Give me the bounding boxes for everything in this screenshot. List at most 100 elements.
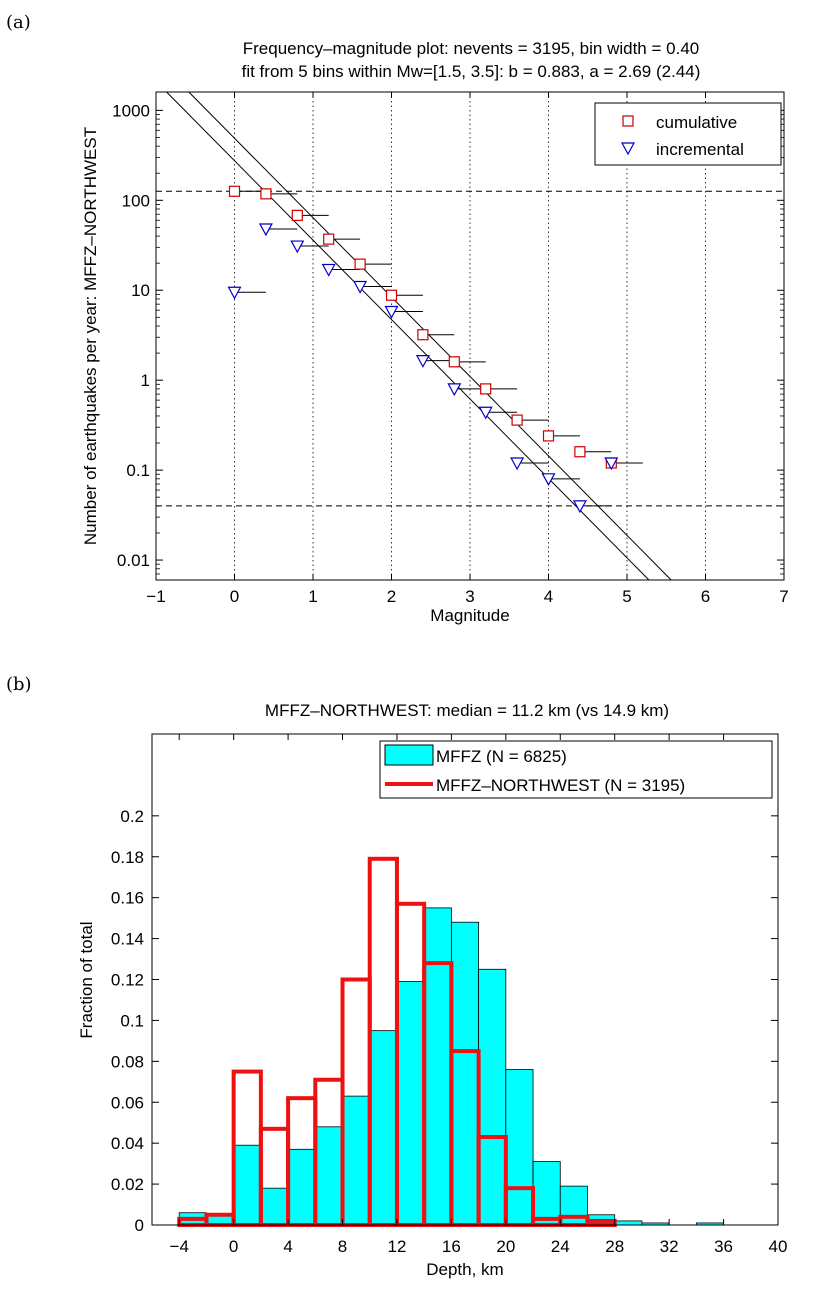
cumulative-point bbox=[291, 209, 303, 221]
mffz-bar bbox=[314, 1126, 343, 1226]
incremental-point bbox=[604, 457, 619, 471]
panel-b-xtick-label: 36 bbox=[714, 1237, 733, 1256]
panel-a-letter: (a) bbox=[6, 12, 31, 33]
panel-a-xtick-label: 3 bbox=[465, 587, 474, 606]
legend-mffz-swatch bbox=[384, 744, 434, 766]
panel-b-ylabel: Fraction of total bbox=[77, 921, 96, 1038]
mffz-bar bbox=[478, 968, 507, 1226]
incremental-point bbox=[447, 383, 462, 397]
panel-a-ytick-label: 0.1 bbox=[126, 461, 150, 480]
legend-incremental-label: incremental bbox=[656, 140, 744, 159]
panel-b-xlabel: Depth, km bbox=[426, 1260, 503, 1279]
incremental-point bbox=[290, 240, 305, 254]
cumulative-point bbox=[574, 446, 586, 458]
cumulative-point bbox=[228, 185, 241, 197]
mffz-bar bbox=[532, 1161, 561, 1226]
panel-b-xtick-label: −4 bbox=[170, 1237, 189, 1256]
mffz-bar bbox=[505, 1069, 534, 1226]
panel-a-xtick-label: 0 bbox=[230, 587, 239, 606]
legend-mffz-label: MFFZ (N = 6825) bbox=[436, 747, 567, 766]
panel-a-fit-line bbox=[188, 91, 672, 581]
panel-b-ticks: −4 0 4 8 12 16 20 24 28 32 36 40 0 0.02 0.04 0.06 0.08 0.… bbox=[111, 734, 788, 1256]
cumulative-point bbox=[260, 188, 272, 200]
panel-a-grid bbox=[234, 92, 706, 580]
panel-b-ytick-label: 0.18 bbox=[111, 848, 144, 867]
panel-a-legend: cumulative incremental bbox=[594, 102, 782, 166]
incremental-point bbox=[258, 223, 273, 237]
incremental-point bbox=[321, 263, 336, 277]
panel-b-ytick-label: 0.12 bbox=[111, 971, 144, 990]
panel-b-legend-box bbox=[379, 740, 773, 799]
panel-b-ytick-label: 0.08 bbox=[111, 1052, 144, 1071]
cumulative-point bbox=[323, 233, 335, 245]
incremental-point bbox=[415, 355, 430, 368]
panel-a-ytick-label: 1 bbox=[141, 371, 150, 390]
mffz-bar bbox=[287, 1148, 316, 1226]
cumulative-point bbox=[480, 383, 492, 395]
panel-b-ytick-label: 0.16 bbox=[111, 889, 144, 908]
panel-b-xtick-label: 20 bbox=[496, 1237, 515, 1256]
cumulative-point bbox=[417, 329, 429, 341]
legend-incremental-marker bbox=[620, 142, 636, 156]
legend-northwest-label: MFFZ–NORTHWEST (N = 3195) bbox=[436, 776, 685, 795]
panel-a-xtick-label: 4 bbox=[544, 587, 553, 606]
incremental-point bbox=[227, 286, 242, 300]
panel-a-xtick-label: 7 bbox=[779, 587, 788, 606]
incremental-point bbox=[510, 457, 525, 471]
cumulative-point bbox=[385, 289, 398, 301]
panel-a-markers bbox=[227, 185, 619, 514]
panel-b-xtick-label: 16 bbox=[442, 1237, 461, 1256]
incremental-point bbox=[384, 305, 399, 319]
panel-b-xtick-label: 0 bbox=[229, 1237, 238, 1256]
mffz-bar bbox=[260, 1187, 289, 1226]
panel-a-xlabel: Magnitude bbox=[430, 606, 509, 625]
panel-b-ytick-label: 0.2 bbox=[120, 807, 144, 826]
mffz-bar bbox=[342, 1095, 371, 1226]
panel-b-xtick-label: 4 bbox=[283, 1237, 292, 1256]
panel-b-ytick-label: 0.06 bbox=[111, 1093, 144, 1112]
panel-a-xtick-label: −1 bbox=[146, 587, 165, 606]
panel-a-fit-line bbox=[166, 91, 650, 581]
panel-b-legend: MFFZ (N = 6825) MFFZ–NORTHWEST (N = 3195… bbox=[379, 740, 773, 799]
legend-cumulative-marker bbox=[622, 115, 634, 127]
mffz-bar bbox=[559, 1185, 588, 1226]
panel-a-ytick-label: 1000 bbox=[112, 101, 150, 120]
panel-b-xtick-label: 8 bbox=[338, 1237, 347, 1256]
panel-b-ytick-label: 0.1 bbox=[120, 1011, 144, 1030]
mffz-bar bbox=[423, 907, 452, 1226]
panel-a-title-line1: Frequency–magnitude plot: nevents = 3195… bbox=[243, 39, 699, 58]
panel-b-ytick-label: 0.02 bbox=[111, 1175, 144, 1194]
panel-b-xtick-label: 40 bbox=[769, 1237, 788, 1256]
panel-a-ticks: −1 0 1 2 3 4 5 6 7 0.01 0.1 1 10 100 1000 bbox=[112, 92, 789, 606]
cumulative-point bbox=[511, 414, 523, 426]
panel-a-ytick-label: 100 bbox=[122, 191, 150, 210]
incremental-point bbox=[541, 473, 556, 487]
incremental-point bbox=[572, 500, 587, 514]
panel-b-ytick-label: 0.04 bbox=[111, 1134, 144, 1153]
panel-b-letter: (b) bbox=[6, 674, 32, 695]
panel-b-title: MFFZ–NORTHWEST: median = 11.2 km (vs 14.… bbox=[265, 701, 669, 720]
cumulative-point bbox=[448, 356, 460, 368]
legend-cumulative-label: cumulative bbox=[656, 113, 737, 132]
panel-a-xtick-label: 6 bbox=[701, 587, 710, 606]
panel-b-xtick-label: 28 bbox=[605, 1237, 624, 1256]
mffz-bar bbox=[396, 981, 425, 1226]
mffz-bar bbox=[369, 1030, 398, 1226]
panel-b-xtick-label: 32 bbox=[660, 1237, 679, 1256]
panel-b-xtick-label: 24 bbox=[551, 1237, 570, 1256]
panel-b-xtick-label: 12 bbox=[387, 1237, 406, 1256]
panel-b-ytick-label: 0.14 bbox=[111, 930, 144, 949]
panel-a-fit-lines bbox=[166, 91, 672, 581]
panel-a-xtick-label: 1 bbox=[308, 587, 317, 606]
mffz-bar bbox=[233, 1144, 262, 1226]
panel-a-ytick-label: 10 bbox=[131, 281, 150, 300]
panel-b-ytick-label: 0 bbox=[135, 1216, 144, 1235]
cumulative-point bbox=[354, 258, 366, 270]
panel-a-error-bars bbox=[234, 190, 643, 507]
cumulative-point bbox=[542, 430, 555, 442]
incremental-point bbox=[353, 280, 368, 294]
incremental-point bbox=[478, 406, 493, 420]
panel-a-xtick-label: 5 bbox=[622, 587, 631, 606]
panel-a-ytick-label: 0.01 bbox=[117, 551, 150, 570]
